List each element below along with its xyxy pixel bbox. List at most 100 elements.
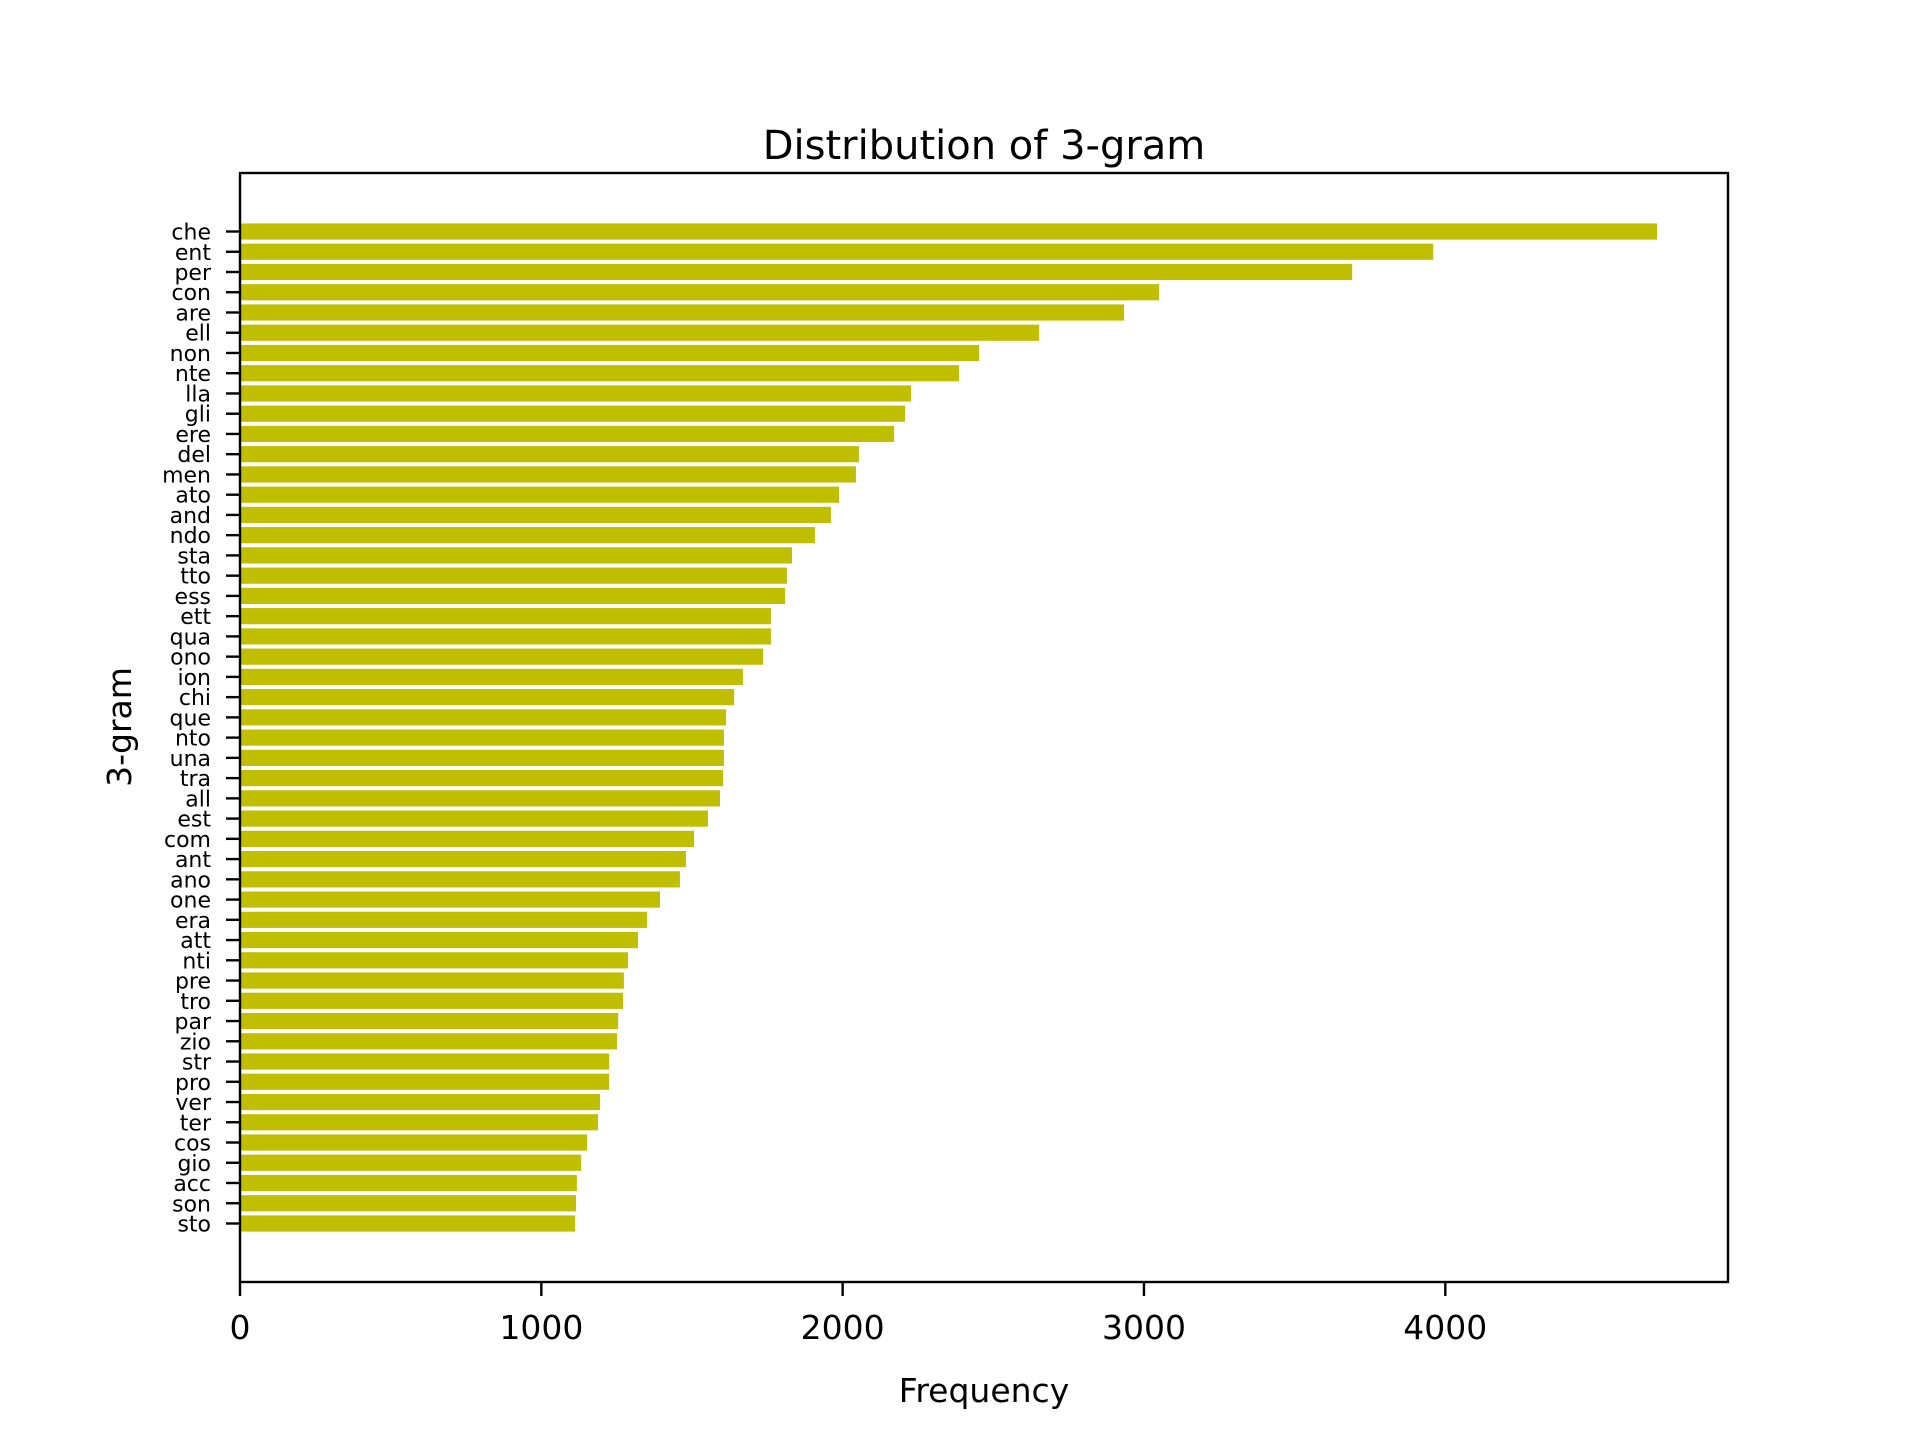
bar-ndo — [240, 527, 815, 544]
y-tick-label: son — [172, 1192, 211, 1217]
y-tick-label: gli — [185, 403, 211, 428]
bar-cos — [240, 1134, 588, 1151]
bar-con — [240, 284, 1160, 301]
y-tick-label: ant — [175, 848, 211, 873]
bar-zio — [240, 1033, 617, 1050]
bar-ato — [240, 486, 840, 503]
y-tick-label: ere — [175, 423, 211, 448]
y-tick-label: zio — [180, 1030, 211, 1055]
y-tick-label: per — [174, 261, 212, 286]
y-tick-label: con — [172, 281, 212, 306]
y-tick-label: lla — [185, 382, 211, 407]
bar-ere — [240, 425, 895, 443]
bar-acc — [240, 1174, 577, 1192]
y-tick-label: acc — [173, 1172, 211, 1197]
bar-non — [240, 344, 980, 362]
y-tick-label: una — [170, 747, 211, 772]
bar-one — [240, 891, 661, 908]
bar-que — [240, 709, 727, 726]
y-tick-label: ndo — [170, 524, 211, 549]
y-tick-label: tro — [180, 990, 211, 1015]
y-tick-label: ver — [175, 1091, 212, 1116]
chart-title: Distribution of 3-gram — [763, 123, 1206, 169]
y-tick-label: che — [171, 221, 211, 246]
y-tick-label: all — [185, 787, 211, 812]
y-tick-label: ato — [175, 484, 211, 509]
y-tick-label: est — [177, 808, 211, 833]
bar-est — [240, 810, 708, 827]
y-tick-label: tto — [180, 565, 211, 590]
bar-ion — [240, 668, 743, 685]
axes-frame — [238, 171, 1730, 1284]
y-tick-label: tra — [180, 767, 211, 792]
x-axis-label: Frequency — [899, 1371, 1069, 1410]
x-tick-label: 3000 — [1102, 1308, 1186, 1347]
x-tick-label: 2000 — [801, 1308, 885, 1347]
y-tick-label: pre — [175, 970, 211, 995]
y-tick-label: ano — [170, 868, 211, 893]
y-tick-label: sta — [177, 544, 211, 569]
x-axis-ticks: 0 1000 2000 3000 4000 — [230, 1282, 1487, 1347]
bar-ess — [240, 587, 786, 605]
bar-ver — [240, 1093, 601, 1111]
y-tick-label: com — [164, 828, 211, 853]
bar-chi — [240, 689, 735, 706]
bar-gli — [240, 405, 906, 422]
y-tick-label: nti — [182, 949, 211, 974]
x-tick-label: 0 — [230, 1308, 251, 1347]
bar-ter — [240, 1114, 598, 1131]
y-tick-label: era — [175, 909, 211, 934]
y-tick-label: ett — [180, 605, 211, 630]
bar-ell — [240, 324, 1040, 341]
bar-tto — [240, 567, 787, 584]
y-tick-label: and — [170, 504, 211, 529]
bar-tro — [240, 992, 623, 1009]
bar-ett — [240, 608, 771, 625]
y-tick-label: ono — [170, 646, 211, 671]
y-axis-ticks: cheentperconareellnonntellaglieredelmena… — [162, 221, 240, 1237]
bar-all — [240, 790, 721, 807]
y-tick-label: men — [162, 463, 211, 488]
y-tick-label: sto — [177, 1212, 211, 1237]
bar-che — [240, 223, 1658, 240]
bar-men — [240, 466, 856, 483]
bar-tra — [240, 770, 724, 787]
y-tick-label: cos — [174, 1132, 211, 1157]
bar-sta — [240, 547, 793, 564]
bar-str — [240, 1053, 610, 1070]
x-tick-label: 1000 — [499, 1308, 583, 1347]
y-tick-label: nte — [175, 362, 211, 387]
bar-nte — [240, 365, 959, 382]
y-tick-label: chi — [179, 686, 211, 711]
y-axis-label: 3-gram — [100, 667, 139, 787]
bar-pre — [240, 972, 624, 989]
y-tick-label: pro — [175, 1071, 211, 1096]
y-tick-label: ion — [177, 666, 211, 691]
y-tick-label: one — [170, 889, 211, 914]
x-tick-label: 4000 — [1403, 1308, 1487, 1347]
bar-are — [240, 304, 1125, 321]
bar-lla — [240, 385, 912, 402]
bars-group — [240, 223, 1658, 1232]
y-tick-label: qua — [170, 625, 211, 650]
bar-per — [240, 263, 1353, 281]
y-tick-label: gio — [177, 1152, 211, 1177]
y-tick-label: del — [177, 443, 211, 468]
bar-ano — [240, 871, 680, 888]
bar-una — [240, 749, 724, 766]
y-tick-label: str — [182, 1051, 212, 1076]
y-tick-label: ter — [180, 1111, 212, 1136]
y-tick-label: ess — [175, 585, 211, 610]
bar-ant — [240, 850, 686, 868]
y-tick-label: are — [175, 301, 211, 326]
bar-ent — [240, 243, 1434, 260]
bar-sto — [240, 1215, 576, 1232]
bar-and — [240, 506, 831, 524]
y-tick-label: nto — [175, 727, 211, 752]
bar-att — [240, 931, 639, 949]
bar-ono — [240, 648, 764, 665]
bar-son — [240, 1195, 576, 1212]
y-tick-label: att — [180, 929, 211, 954]
y-tick-label: par — [175, 1010, 212, 1035]
